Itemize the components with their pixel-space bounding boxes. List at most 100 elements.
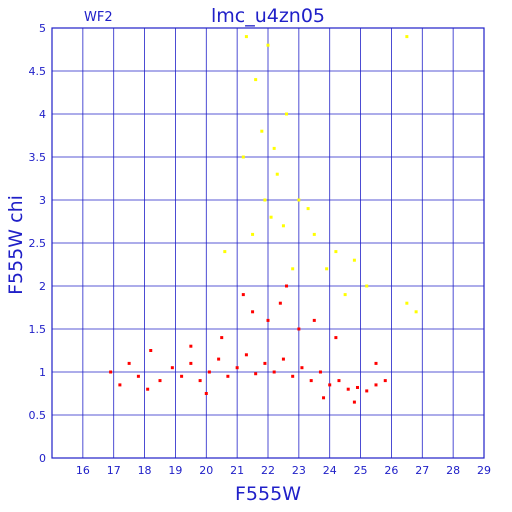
data-point — [198, 379, 202, 383]
outlier-point — [281, 224, 285, 228]
outlier-point — [365, 284, 369, 288]
y-tick-label: 4.5 — [29, 65, 47, 78]
x-axis-title: F555W — [235, 483, 301, 505]
outlier-point — [254, 78, 258, 82]
x-tick-label: 17 — [107, 464, 121, 477]
x-tick-label: 29 — [477, 464, 491, 477]
outlier-point — [414, 310, 418, 314]
outlier-point — [241, 155, 245, 159]
data-point — [204, 392, 208, 395]
data-point — [318, 370, 322, 374]
outlier-point — [223, 250, 227, 254]
data-point — [180, 374, 184, 378]
tick-labels: 16 17 18 19 20 21 22 23 24 25 26 27 28 29 0 0.5 1 1.5 2 2.5… — [29, 22, 492, 477]
chart-title: lmc_u4zn05 — [211, 5, 325, 27]
data-point — [109, 370, 113, 374]
y-tick-label: 2.5 — [29, 237, 47, 250]
x-tick-label: 18 — [138, 464, 152, 477]
outlier-point — [263, 198, 267, 202]
data-point — [146, 387, 150, 391]
data-point — [244, 353, 248, 357]
outlier-point — [275, 172, 279, 176]
outlier-point — [312, 232, 316, 236]
data-point — [334, 336, 338, 340]
data-point — [374, 361, 378, 365]
data-point — [263, 361, 267, 365]
y-tick-label: 3.5 — [29, 151, 47, 164]
outlier-point — [352, 258, 356, 262]
outlier-point — [291, 267, 295, 271]
outlier-point — [269, 215, 273, 219]
x-tick-label: 22 — [261, 464, 275, 477]
outlier-point — [285, 112, 289, 116]
data-point — [291, 374, 295, 378]
data-point — [149, 349, 153, 352]
data-point — [352, 400, 356, 404]
data-point — [309, 379, 313, 383]
x-tick-label: 16 — [76, 464, 90, 477]
y-tick-label: 3 — [39, 194, 46, 207]
x-tick-label: 20 — [199, 464, 213, 477]
outlier-point — [266, 43, 270, 47]
data-point — [328, 383, 332, 387]
data-point — [118, 383, 122, 387]
data-point — [127, 361, 131, 365]
data-point — [207, 370, 211, 374]
data-point — [189, 344, 193, 348]
data-point — [365, 389, 369, 393]
y-tick-label: 5 — [39, 22, 46, 35]
outlier-point — [251, 232, 255, 236]
outlier-point — [334, 250, 338, 254]
data-point — [158, 379, 162, 383]
y-tick-label: 0 — [39, 452, 46, 465]
data-point — [374, 383, 378, 387]
y-tick-label: 2 — [39, 280, 46, 293]
x-tick-label: 24 — [323, 464, 337, 477]
data-point — [337, 379, 341, 383]
outlier-point — [325, 267, 329, 271]
data-point — [281, 357, 285, 361]
x-tick-label: 19 — [168, 464, 182, 477]
x-tick-label: 23 — [292, 464, 306, 477]
data-points — [109, 35, 418, 404]
data-point — [189, 361, 193, 365]
grid — [52, 28, 484, 458]
y-tick-label: 0.5 — [29, 409, 47, 422]
outlier-point — [272, 146, 276, 150]
outlier-point — [260, 129, 264, 133]
data-point — [355, 385, 359, 389]
data-point — [322, 396, 326, 400]
data-point — [272, 370, 276, 374]
data-point — [278, 301, 282, 305]
y-axis-title: F555W chi — [5, 195, 27, 295]
y-tick-label: 1 — [39, 366, 46, 379]
y-tick-label: 1.5 — [29, 323, 47, 336]
data-point — [226, 374, 230, 378]
outlier-point — [306, 207, 310, 211]
outlier-point — [244, 35, 248, 39]
data-point — [217, 357, 221, 361]
data-point — [285, 284, 289, 288]
data-point — [254, 372, 258, 376]
data-point — [220, 336, 224, 340]
data-point — [383, 379, 387, 383]
plot-frame — [51, 27, 485, 459]
data-point — [297, 327, 301, 331]
data-point — [241, 293, 245, 297]
data-point — [312, 318, 316, 322]
data-point — [136, 374, 140, 378]
data-point — [346, 387, 350, 391]
outlier-point — [343, 293, 347, 297]
x-tick-label: 28 — [446, 464, 460, 477]
outlier-point — [405, 35, 409, 39]
panel-label: WF2 — [84, 10, 113, 25]
outlier-point — [405, 301, 409, 305]
data-point — [266, 318, 270, 322]
y-tick-label: 4 — [39, 108, 46, 121]
x-tick-label: 26 — [384, 464, 398, 477]
data-point — [170, 366, 174, 370]
data-point — [251, 310, 255, 314]
x-tick-label: 25 — [354, 464, 368, 477]
data-point — [235, 366, 239, 370]
